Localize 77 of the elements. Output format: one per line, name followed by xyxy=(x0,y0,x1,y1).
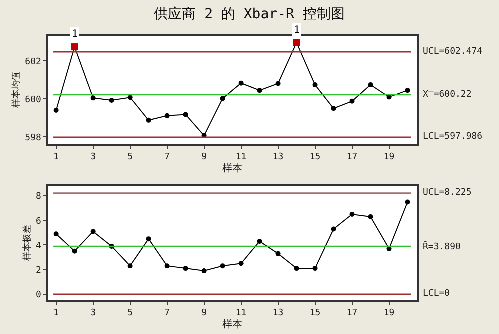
point xyxy=(90,229,96,234)
y-tick-label: 602 xyxy=(25,57,42,68)
ref-line-label: LCL=597.986 xyxy=(423,132,483,142)
point xyxy=(128,95,133,100)
ref-line-label: X̿=600.22 xyxy=(423,90,472,100)
point xyxy=(164,113,170,118)
ref-line-label: UCL=602.474 xyxy=(423,47,483,57)
point xyxy=(350,98,355,104)
x-tick-label: 11 xyxy=(236,152,247,163)
y-axis-title: 样本极差 xyxy=(22,225,33,261)
x-axis-title: 样本 xyxy=(222,162,242,175)
point xyxy=(109,98,114,103)
y-tick-label: 598 xyxy=(25,133,42,144)
point xyxy=(128,264,133,269)
y-tick-label: 6 xyxy=(36,216,42,227)
point xyxy=(183,112,188,118)
x-tick-label: 9 xyxy=(202,308,207,319)
x-tick-label: 13 xyxy=(272,152,284,163)
point xyxy=(312,82,318,88)
x-axis-title: 样本 xyxy=(222,318,242,331)
x-tick-label: 5 xyxy=(128,152,134,163)
point xyxy=(276,251,281,256)
point xyxy=(331,106,336,112)
point xyxy=(54,232,59,237)
point xyxy=(90,96,96,101)
point xyxy=(54,108,59,114)
annotation: 1 xyxy=(72,29,78,40)
x-tick-label: 7 xyxy=(164,152,170,163)
x-tick-label: 3 xyxy=(90,152,96,163)
point xyxy=(257,239,262,244)
x-tick-label: 3 xyxy=(90,308,96,319)
x-tick-label: 19 xyxy=(384,152,395,163)
y-tick-label: 600 xyxy=(25,95,42,106)
ref-line-label: R̄=3.890 xyxy=(423,241,461,253)
x-tick-label: 1 xyxy=(54,308,60,319)
x-tick-label: 5 xyxy=(128,308,134,319)
point xyxy=(350,212,355,217)
x-tick-label: 7 xyxy=(164,308,170,319)
y-tick-label: 4 xyxy=(36,241,42,252)
x-tick-label: 19 xyxy=(384,308,395,319)
point xyxy=(331,226,336,232)
point xyxy=(294,266,300,272)
x-tick-label: 15 xyxy=(310,152,321,163)
point xyxy=(220,264,226,269)
point xyxy=(276,81,281,86)
x-tick-label: 11 xyxy=(236,308,247,319)
x-tick-label: 1 xyxy=(54,152,60,163)
y-axis-title: 样本均值 xyxy=(11,72,22,108)
chart-title: 供应商 2 的 Xbar-R 控制图 xyxy=(154,6,345,23)
annotation: 1 xyxy=(294,25,300,36)
point xyxy=(220,96,226,102)
y-tick-label: 0 xyxy=(36,290,42,300)
point xyxy=(72,248,78,254)
point xyxy=(368,82,374,88)
point xyxy=(146,236,152,242)
x-tick-label: 9 xyxy=(202,152,207,163)
point xyxy=(238,261,244,266)
point xyxy=(293,39,300,46)
y-tick-label: 2 xyxy=(36,266,42,276)
point xyxy=(146,118,152,123)
point xyxy=(71,44,78,51)
point xyxy=(164,264,170,269)
x-tick-label: 17 xyxy=(346,308,358,319)
ref-line-label: LCL=0 xyxy=(423,289,450,299)
point xyxy=(312,266,318,272)
x-tick-label: 13 xyxy=(272,308,284,319)
x-tick-label: 15 xyxy=(310,308,321,319)
x-tick-label: 17 xyxy=(346,152,358,163)
point xyxy=(405,200,410,205)
point xyxy=(238,80,244,86)
ref-line-label: UCL=8.225 xyxy=(423,188,472,198)
point xyxy=(368,214,374,220)
y-tick-label: 8 xyxy=(36,192,42,202)
point xyxy=(202,268,207,274)
point xyxy=(183,266,188,272)
point xyxy=(405,88,410,94)
point xyxy=(257,88,262,94)
